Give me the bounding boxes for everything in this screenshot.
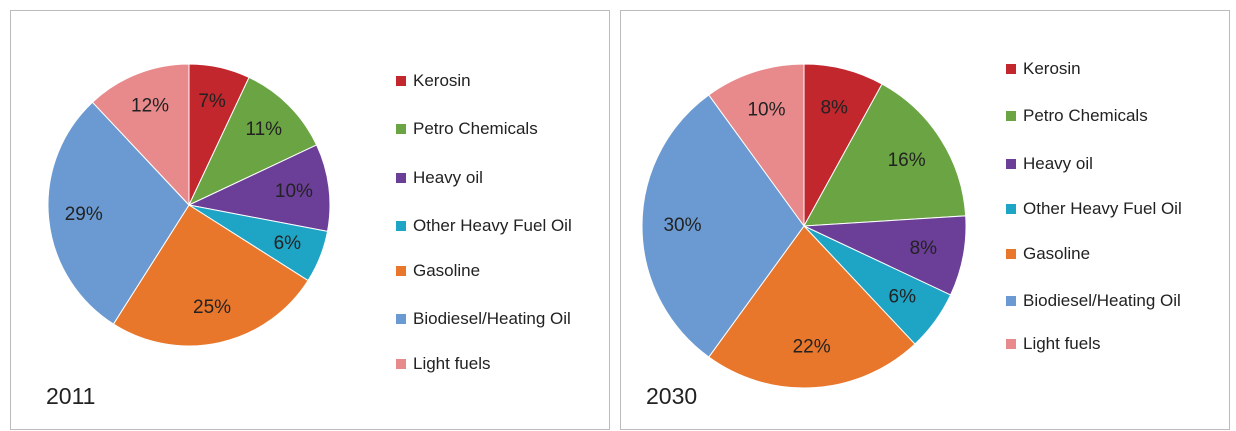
pie-slice — [47, 101, 190, 325]
legend-item: Other Heavy Fuel Oil — [396, 216, 583, 236]
legend-swatch — [1006, 339, 1016, 349]
legend-item: Heavy oil — [396, 168, 583, 188]
data-label: 6% — [274, 233, 302, 254]
legend-item: Other Heavy Fuel Oil — [1006, 199, 1193, 219]
legend-swatch — [1006, 111, 1016, 121]
legend-item: Light fuels — [1006, 334, 1193, 354]
pie-slice — [187, 144, 331, 233]
data-label: 8% — [910, 238, 938, 259]
legend-swatch — [396, 124, 406, 134]
legend-swatch — [396, 359, 406, 369]
legend-label: Gasoline — [413, 261, 481, 280]
data-label: 10% — [747, 99, 785, 120]
legend-item: Petro Chemicals — [1006, 106, 1193, 126]
page: {"chart_data": [ {"type": "pie", "title"… — [10, 10, 1230, 430]
legend-swatch — [396, 173, 406, 183]
legend-swatch — [1006, 159, 1016, 169]
data-label: 29% — [65, 204, 103, 225]
legend-label: Biodiesel/Heating Oil — [413, 309, 571, 328]
legend-item: Light fuels — [396, 354, 583, 374]
data-label: 10% — [275, 181, 313, 202]
legend-label: Biodiesel/Heating Oil — [1023, 291, 1181, 310]
legend-label: Petro Chemicals — [413, 119, 538, 138]
data-label: 22% — [793, 336, 831, 357]
data-label: 25% — [193, 297, 231, 318]
legend-item: Gasoline — [1006, 244, 1193, 264]
data-label: 16% — [888, 150, 926, 171]
legend-label: Kerosin — [1023, 59, 1081, 78]
pie-chart: 7% 11% 10% 6% 25% 29% 12% — [47, 63, 331, 347]
data-label: 8% — [820, 97, 848, 118]
legend-swatch — [396, 266, 406, 276]
chart-panel: 7% 11% 10% 6% 25% 29% 12% Kerosin Petro Chemical… — [10, 10, 610, 430]
legend-label: Heavy oil — [413, 168, 483, 187]
pie-slice — [708, 225, 916, 389]
legend-label: Light fuels — [1023, 334, 1101, 353]
pie-slice — [112, 204, 309, 347]
legend-label: Other Heavy Fuel Oil — [413, 216, 572, 235]
chart-panel: 8% 16% 8% 6% 22% 30% 10% Kerosin Petro Chemicals… — [620, 10, 1230, 430]
pie-slice — [803, 83, 967, 227]
legend-label: Kerosin — [413, 71, 471, 90]
data-label: 7% — [198, 91, 226, 112]
legend-swatch — [396, 76, 406, 86]
legend-item: Biodiesel/Heating Oil — [396, 309, 583, 329]
legend-item: Heavy oil — [1006, 154, 1193, 174]
legend-swatch — [1006, 249, 1016, 259]
chart-title: 2030 — [646, 383, 698, 409]
legend-item: Petro Chemicals — [396, 119, 583, 139]
data-label: 30% — [663, 215, 701, 236]
pie-slice — [187, 76, 318, 207]
legend-swatch — [1006, 296, 1016, 306]
legend-item: Gasoline — [396, 261, 583, 281]
legend-swatch — [396, 221, 406, 231]
legend-item: Kerosin — [396, 71, 583, 91]
legend-swatch — [1006, 204, 1016, 214]
legend-item: Kerosin — [1006, 59, 1193, 79]
legend-swatch — [1006, 64, 1016, 74]
legend-label: Petro Chemicals — [1023, 106, 1148, 125]
data-label: 12% — [131, 96, 169, 117]
pie-slice — [641, 94, 805, 358]
legend-label: Heavy oil — [1023, 154, 1093, 173]
legend-item: Biodiesel/Heating Oil — [1006, 291, 1193, 311]
pie-chart: 8% 16% 8% 6% 22% 30% 10% — [641, 63, 967, 389]
pie-slice — [91, 63, 190, 207]
legend-label: Other Heavy Fuel Oil — [1023, 199, 1182, 218]
legend-label: Gasoline — [1023, 244, 1091, 263]
pie-slice — [708, 63, 805, 228]
data-label: 11% — [245, 119, 282, 140]
chart-title: 2011 — [46, 383, 96, 409]
legend-label: Light fuels — [413, 354, 491, 373]
legend-swatch — [396, 314, 406, 324]
data-label: 6% — [889, 286, 917, 307]
